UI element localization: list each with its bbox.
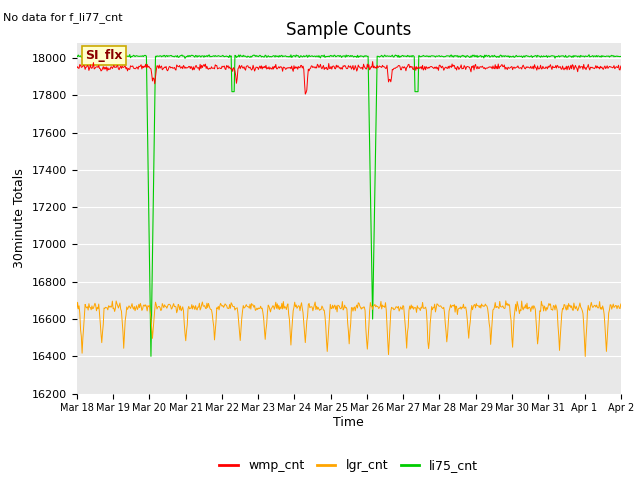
lgr_cnt xyxy=(431,301,438,307)
wmp_cnt xyxy=(369,59,376,64)
Legend: wmp_cnt, lgr_cnt, li75_cnt: wmp_cnt, lgr_cnt, li75_cnt xyxy=(214,454,483,477)
wmp_cnt xyxy=(433,64,440,70)
li75_cnt xyxy=(196,53,204,59)
Text: SI_flx: SI_flx xyxy=(85,49,122,62)
Line: li75_cnt: li75_cnt xyxy=(77,55,621,356)
lgr_cnt xyxy=(223,302,230,308)
li75_cnt xyxy=(83,54,90,60)
li75_cnt xyxy=(433,53,440,59)
wmp_cnt xyxy=(83,64,90,70)
wmp_cnt xyxy=(194,65,202,71)
lgr_cnt xyxy=(581,354,589,360)
Title: Sample Counts: Sample Counts xyxy=(286,21,412,39)
li75_cnt xyxy=(140,54,147,60)
lgr_cnt xyxy=(617,301,625,307)
wmp_cnt xyxy=(223,62,230,68)
wmp_cnt xyxy=(617,63,625,69)
li75_cnt xyxy=(224,54,232,60)
wmp_cnt xyxy=(301,91,309,97)
lgr_cnt xyxy=(415,305,422,311)
lgr_cnt xyxy=(73,306,81,312)
Line: wmp_cnt: wmp_cnt xyxy=(77,61,621,94)
li75_cnt xyxy=(617,54,625,60)
lgr_cnt xyxy=(194,304,202,310)
lgr_cnt xyxy=(139,306,147,312)
Text: No data for f_li77_cnt: No data for f_li77_cnt xyxy=(3,12,123,23)
lgr_cnt xyxy=(83,305,90,311)
li75_cnt xyxy=(417,54,424,60)
lgr_cnt xyxy=(502,298,509,304)
X-axis label: Time: Time xyxy=(333,416,364,429)
li75_cnt xyxy=(126,52,134,58)
wmp_cnt xyxy=(73,65,81,71)
li75_cnt xyxy=(73,53,81,59)
wmp_cnt xyxy=(139,63,147,69)
Y-axis label: 30minute Totals: 30minute Totals xyxy=(13,168,26,268)
li75_cnt xyxy=(147,353,155,359)
wmp_cnt xyxy=(417,65,424,71)
Line: lgr_cnt: lgr_cnt xyxy=(77,301,621,357)
